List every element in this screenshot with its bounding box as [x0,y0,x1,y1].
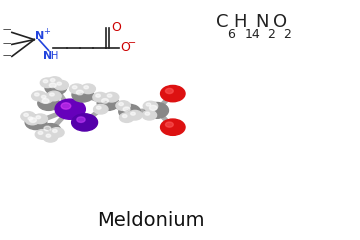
Text: —: — [3,25,11,35]
Text: 14: 14 [245,28,261,41]
Text: —: — [3,39,11,48]
Circle shape [69,84,84,94]
Circle shape [50,93,54,96]
Circle shape [25,115,40,125]
Text: N: N [255,13,269,31]
Circle shape [55,99,85,119]
Circle shape [97,96,119,110]
Circle shape [41,95,46,98]
Circle shape [25,115,47,130]
Circle shape [84,86,89,89]
Circle shape [143,101,158,111]
Circle shape [128,110,142,120]
Circle shape [77,117,85,122]
Circle shape [104,92,119,102]
Circle shape [72,86,77,89]
Circle shape [35,130,50,139]
Circle shape [93,92,107,102]
Circle shape [96,94,100,97]
Circle shape [33,114,48,124]
Text: 2: 2 [267,28,275,41]
Text: —: — [3,51,11,60]
Circle shape [72,114,98,131]
Circle shape [46,134,51,137]
Circle shape [146,103,151,106]
Circle shape [44,126,51,131]
Text: O: O [273,13,287,31]
Circle shape [145,102,168,118]
Circle shape [42,99,49,103]
Circle shape [45,80,67,95]
Circle shape [40,78,55,88]
Circle shape [50,78,55,82]
Circle shape [161,85,185,102]
Circle shape [166,88,173,94]
Circle shape [54,80,68,90]
Circle shape [123,107,130,112]
Circle shape [145,112,150,115]
Circle shape [49,83,56,88]
Circle shape [122,114,127,118]
Circle shape [119,104,140,119]
Circle shape [161,119,185,135]
Circle shape [107,94,112,97]
Circle shape [39,94,53,103]
Text: O: O [120,41,130,54]
Circle shape [21,112,35,121]
Circle shape [94,104,108,114]
Circle shape [43,132,58,142]
Circle shape [96,106,101,109]
Circle shape [38,131,43,134]
Circle shape [48,77,62,86]
Circle shape [72,88,94,102]
Circle shape [166,122,173,127]
Circle shape [81,84,95,94]
Text: −: − [128,38,136,48]
Circle shape [40,124,61,138]
Text: H: H [51,51,58,61]
Circle shape [142,110,157,120]
Circle shape [47,91,61,101]
Circle shape [53,129,57,132]
Circle shape [35,93,39,96]
Circle shape [38,96,59,110]
Text: +: + [43,27,50,36]
Text: C: C [216,13,229,31]
Text: 6: 6 [227,28,235,41]
Circle shape [149,105,157,110]
Circle shape [61,103,71,109]
Circle shape [28,117,33,120]
Circle shape [57,82,62,85]
Circle shape [36,116,41,119]
Circle shape [102,99,108,103]
Text: N: N [43,51,53,61]
Circle shape [131,112,135,115]
Circle shape [43,80,48,83]
Circle shape [120,113,134,122]
Circle shape [32,91,46,101]
Circle shape [76,90,83,95]
Circle shape [116,101,130,110]
Circle shape [50,128,64,137]
Text: H: H [233,13,247,31]
Circle shape [24,113,28,116]
Circle shape [30,118,36,122]
Text: O: O [111,21,121,34]
Text: N: N [35,31,45,41]
Text: 2: 2 [283,28,291,41]
Text: Meldonium: Meldonium [98,211,205,230]
Circle shape [119,102,123,106]
